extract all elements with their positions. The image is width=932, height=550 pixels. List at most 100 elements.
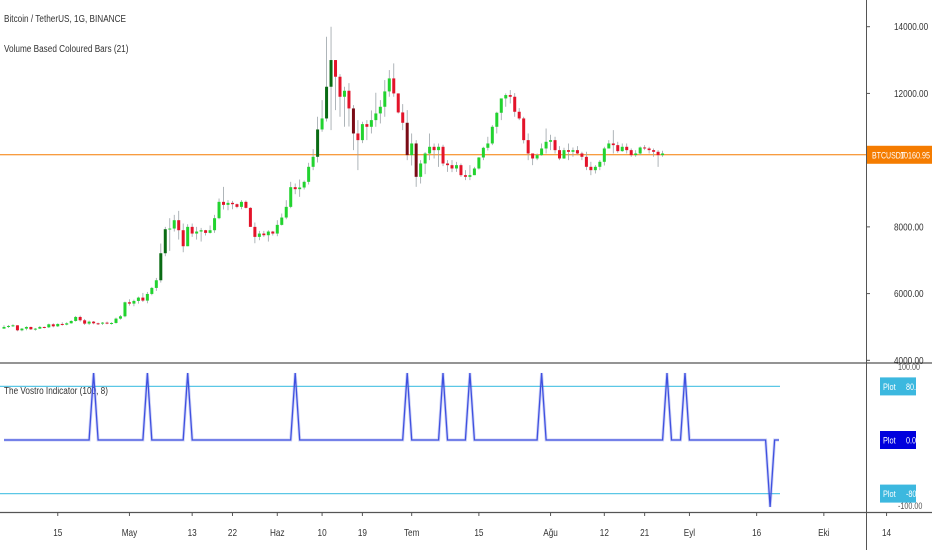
candle-body	[441, 146, 445, 164]
x-tick-label: Eyl	[684, 527, 695, 538]
candle-body	[490, 126, 494, 144]
candle-body	[293, 187, 297, 190]
candle-body	[87, 321, 91, 324]
candle-body	[226, 202, 230, 205]
candle-body	[647, 148, 651, 151]
candle-body	[526, 140, 530, 154]
candle-body	[602, 148, 606, 162]
candle-body	[571, 150, 575, 152]
candle-body	[643, 147, 647, 149]
candle-body	[468, 175, 472, 177]
x-tick-label: 10	[318, 527, 327, 538]
osc-value-label: Plot	[883, 382, 896, 392]
osc-value-text: 80.00	[906, 382, 924, 392]
candle-body	[114, 318, 118, 323]
candle-body	[213, 218, 217, 231]
last-price-badge	[867, 145, 932, 164]
x-tick-label: 14	[882, 527, 891, 538]
candle-body	[33, 328, 37, 330]
osc-value-badge	[880, 484, 916, 503]
candle-body	[342, 90, 346, 97]
x-tick-label: May	[122, 527, 138, 538]
candle-body	[661, 153, 665, 156]
candle-body	[428, 146, 432, 154]
candle-body	[208, 230, 212, 233]
candle-body	[47, 324, 51, 328]
candle-body	[284, 206, 288, 218]
candle-body	[248, 207, 252, 227]
candle-body	[69, 320, 73, 324]
osc-value-label: Plot	[883, 436, 896, 446]
symbol-title: Bitcoin / TetherUS, 1G, BINANCE	[4, 14, 126, 25]
candle-body	[123, 302, 127, 317]
candle-body	[280, 217, 284, 225]
osc-value-text: 0.00	[906, 436, 920, 446]
candle-body	[311, 156, 315, 167]
candle-body	[136, 297, 140, 301]
osc-value-badge	[880, 377, 916, 396]
x-tick-label: 22	[228, 527, 237, 538]
candle-body	[459, 165, 463, 176]
x-tick-label: 21	[640, 527, 649, 538]
candle-body	[620, 146, 624, 152]
candle-body	[495, 112, 499, 127]
candle-body	[6, 325, 10, 327]
oscillator-line-shadow	[4, 372, 779, 508]
candle-body	[159, 253, 163, 281]
candle-body	[316, 129, 320, 157]
candle-body	[181, 230, 185, 247]
candle-body	[289, 187, 293, 207]
y-tick-label: 6000.00	[894, 288, 924, 299]
candle-body	[60, 323, 64, 325]
candle-body	[472, 168, 476, 176]
candle-body	[486, 143, 490, 148]
candle-body	[369, 120, 373, 127]
candle-body	[423, 153, 427, 164]
candle-body	[298, 187, 302, 190]
candle-body	[356, 133, 360, 141]
osc-y-tick-label: 100.00	[898, 362, 920, 372]
candle-body	[42, 326, 46, 328]
x-tick-label: 13	[188, 527, 197, 538]
candle-body	[145, 293, 149, 301]
candle-body	[410, 143, 414, 156]
candle-body	[132, 300, 136, 304]
candle-body	[110, 322, 114, 324]
candle-body	[186, 226, 190, 247]
candle-body	[83, 320, 87, 324]
candle-body	[580, 153, 584, 157]
candle-body	[195, 231, 199, 234]
candle-body	[463, 175, 467, 177]
candle-body	[392, 78, 396, 94]
candle-body	[522, 118, 526, 141]
candle-body	[396, 93, 400, 113]
candle-body	[2, 326, 6, 329]
candle-body	[625, 146, 629, 151]
candle-body	[56, 323, 60, 327]
candle-body	[329, 60, 333, 87]
candle-body	[92, 321, 96, 324]
candle-body	[517, 111, 521, 119]
osc-y-tick-label: -100.00	[898, 501, 923, 511]
candle-body	[271, 231, 275, 234]
candle-body	[584, 156, 588, 167]
candle-body	[446, 163, 450, 166]
x-tick-label: 12	[600, 527, 609, 538]
candle-body	[383, 91, 387, 107]
x-tick-label: Tem	[404, 527, 419, 538]
x-tick-label: Ağu	[543, 527, 558, 538]
osc-value-text: -80.00	[906, 489, 927, 499]
x-tick-label: Eki	[818, 527, 829, 538]
candle-body	[347, 90, 351, 109]
candle-body	[307, 166, 311, 182]
candle-body	[437, 146, 441, 151]
candle-body	[154, 280, 158, 288]
candle-body	[562, 150, 566, 159]
oscillator-line	[4, 372, 779, 508]
candle-body	[275, 224, 279, 234]
x-tick-label: 15	[474, 527, 483, 538]
candle-body	[24, 326, 28, 329]
candle-body	[566, 150, 570, 152]
candle-body	[78, 316, 82, 321]
